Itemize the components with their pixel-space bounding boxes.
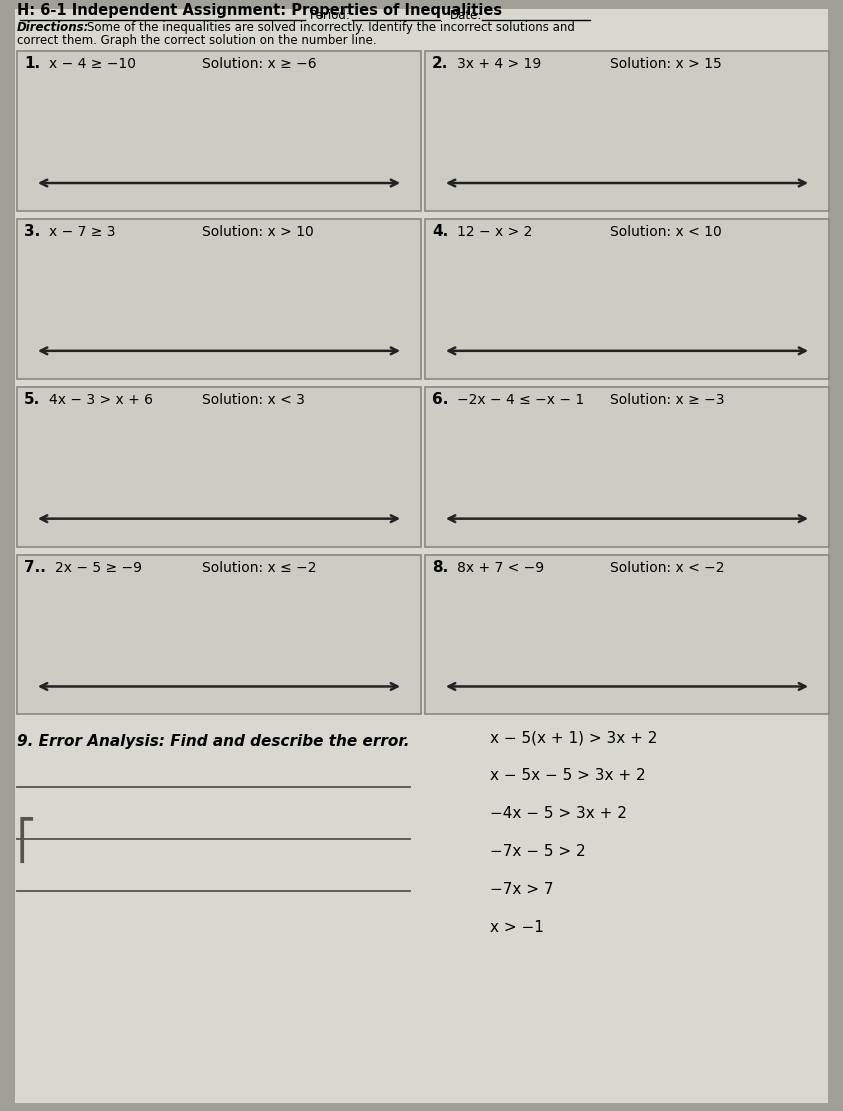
Text: ⎡: ⎡ [17,818,36,863]
Text: x − 4 ≥ −10: x − 4 ≥ −10 [49,57,136,71]
Text: Solution: x ≥ −3: Solution: x ≥ −3 [610,393,724,407]
Text: 4x − 3 > x + 6: 4x − 3 > x + 6 [49,393,153,407]
Text: Period:: Period: [310,9,351,22]
Text: Some of the inequalities are solved incorrectly. Identify the incorrect solution: Some of the inequalities are solved inco… [87,21,575,34]
Text: Date:: Date: [450,9,482,22]
Text: 12 − x > 2: 12 − x > 2 [457,224,533,239]
Text: Solution: x > 15: Solution: x > 15 [610,57,722,71]
Text: x − 7 ≥ 3: x − 7 ≥ 3 [49,224,115,239]
Bar [425,219,829,379]
Text: x > −1: x > −1 [490,920,544,935]
Text: 2.: 2. [432,57,448,71]
Text: Solution: x < 10: Solution: x < 10 [610,224,722,239]
Text: −2x − 4 ≤ −x − 1: −2x − 4 ≤ −x − 1 [457,393,584,407]
Bar [17,387,421,547]
Text: 7..: 7.. [24,560,46,574]
Text: 5.: 5. [24,392,40,407]
Text: 2x − 5 ≥ −9: 2x − 5 ≥ −9 [55,561,142,574]
Text: Solution: x < −2: Solution: x < −2 [610,561,724,574]
Text: Solution: x ≤ −2: Solution: x ≤ −2 [202,561,316,574]
Text: 8.: 8. [432,560,448,574]
Bar [17,51,421,211]
Text: Directions:: Directions: [17,21,89,34]
Text: x − 5x − 5 > 3x + 2: x − 5x − 5 > 3x + 2 [490,769,646,783]
Bar [17,554,421,714]
Text: −4x − 5 > 3x + 2: −4x − 5 > 3x + 2 [490,807,627,821]
Text: 9. Error Analysis: Find and describe the error.: 9. Error Analysis: Find and describe the… [17,734,410,750]
Bar [425,51,829,211]
Bar [425,387,829,547]
Text: H: 6-1 Independent Assignment: Properties of Inequalities: H: 6-1 Independent Assignment: Propertie… [17,3,502,18]
Text: 6.: 6. [432,392,448,407]
Text: Solution: x < 3: Solution: x < 3 [202,393,305,407]
Text: −7x > 7: −7x > 7 [490,882,554,898]
Bar [425,554,829,714]
Text: 3x + 4 > 19: 3x + 4 > 19 [457,57,541,71]
Bar [17,219,421,379]
Text: 4.: 4. [432,224,448,239]
Text: correct them. Graph the correct solution on the number line.: correct them. Graph the correct solution… [17,34,377,47]
Text: −7x − 5 > 2: −7x − 5 > 2 [490,844,586,859]
Text: 8x + 7 < −9: 8x + 7 < −9 [457,561,544,574]
Text: x − 5(x + 1) > 3x + 2: x − 5(x + 1) > 3x + 2 [490,730,658,745]
Text: Solution: x > 10: Solution: x > 10 [202,224,314,239]
Text: 1.: 1. [24,57,40,71]
Text: 3.: 3. [24,224,40,239]
Text: Solution: x ≥ −6: Solution: x ≥ −6 [202,57,317,71]
